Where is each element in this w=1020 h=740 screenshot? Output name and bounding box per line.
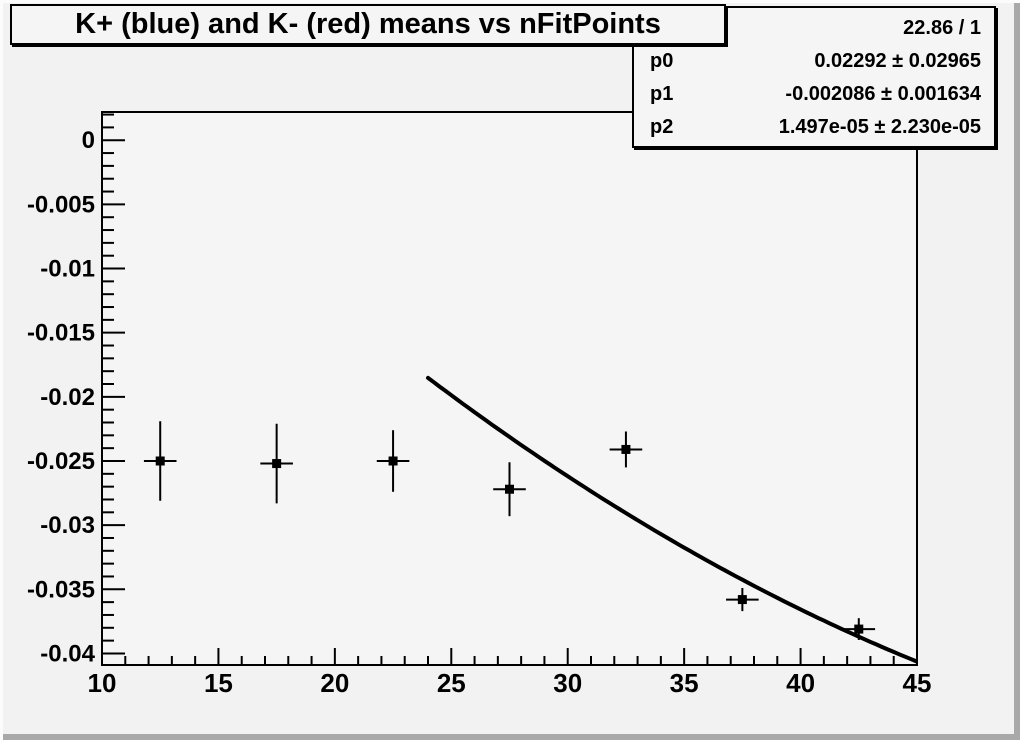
x-axis-tick-label: 15	[204, 668, 233, 698]
y-axis-tick-label: -0.02	[40, 384, 95, 411]
p0-label: p0	[650, 49, 674, 72]
stats-row-p0: p0 0.02292 ± 0.02965	[634, 45, 994, 77]
data-point-marker	[272, 459, 282, 469]
fit-curve	[426, 375, 917, 664]
y-axis-tick-label: -0.015	[27, 320, 95, 347]
p2-value: 1.497e-05 ± 2.230e-05	[778, 115, 981, 138]
x-axis-tick-label: 10	[88, 668, 117, 698]
stats-row-p2: p2 1.497e-05 ± 2.230e-05	[634, 111, 994, 143]
y-axis-tick-label: -0.03	[40, 512, 95, 539]
data-point-marker	[155, 456, 165, 466]
p1-value: -0.002086 ± 0.001634	[785, 82, 981, 105]
x-axis-tick-label: 25	[437, 668, 466, 698]
x-axis-tick-label: 20	[320, 668, 349, 698]
p2-label: p2	[650, 115, 674, 138]
y-axis: 0 -0.005 -0.01 -0.015 -0.02 -0.025 -0.03 -0.035…	[27, 113, 125, 667]
x-axis-tick-label: 40	[786, 668, 815, 698]
x-axis-tick-label: 45	[903, 668, 932, 698]
p1-label: p1	[650, 82, 674, 105]
plot-frame	[101, 111, 918, 666]
data-point-marker	[737, 595, 747, 605]
stats-row-chi2: 22.86 / 1	[634, 12, 994, 44]
x-axis: 10 15 20 25 30 35 40 45	[88, 648, 932, 698]
data-point-marker	[388, 456, 398, 466]
y-axis-tick-label: -0.01	[40, 256, 95, 283]
data-point-marker	[505, 484, 514, 494]
y-axis-tick-label: -0.035	[27, 576, 95, 603]
plot-title: K+ (blue) and K- (red) means vs nFitPoin…	[75, 8, 661, 40]
x-axis-tick-label: 35	[670, 668, 699, 698]
x-axis-tick-label: 30	[553, 668, 582, 698]
y-axis-tick-label: -0.005	[27, 191, 95, 218]
title-box: K+ (blue) and K- (red) means vs nFitPoin…	[10, 4, 726, 45]
y-axis-tick-label: 0	[82, 127, 95, 154]
y-axis-tick-label: -0.025	[27, 448, 95, 475]
chi2-value: 22.86 / 1	[903, 16, 981, 39]
data-point-marker	[621, 444, 631, 454]
data-point-marker	[854, 624, 864, 634]
y-axis-tick-label: -0.04	[40, 640, 95, 667]
p0-value: 0.02292 ± 0.02965	[814, 49, 981, 72]
stats-row-p1: p1 -0.002086 ± 0.001634	[634, 78, 994, 110]
